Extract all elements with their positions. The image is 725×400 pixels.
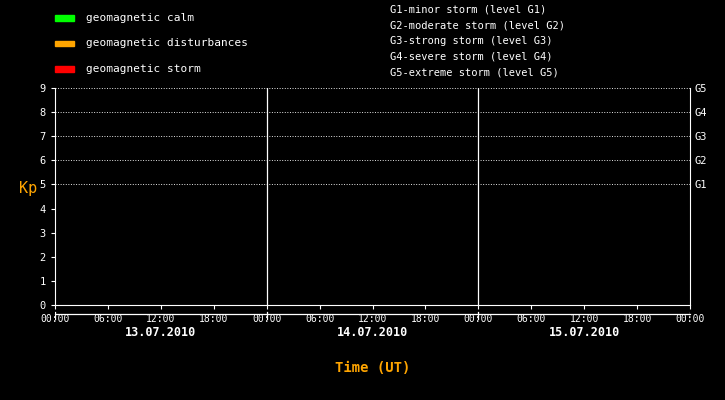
- Text: Time (UT): Time (UT): [335, 362, 410, 376]
- Text: 15.07.2010: 15.07.2010: [549, 326, 620, 338]
- Text: geomagnetic calm: geomagnetic calm: [86, 13, 194, 23]
- Text: G4-severe storm (level G4): G4-severe storm (level G4): [390, 52, 552, 62]
- Text: 14.07.2010: 14.07.2010: [337, 326, 408, 338]
- Text: G3-strong storm (level G3): G3-strong storm (level G3): [390, 36, 552, 46]
- Bar: [55, 66, 74, 72]
- Text: 13.07.2010: 13.07.2010: [125, 326, 196, 338]
- Y-axis label: Kp: Kp: [20, 182, 38, 196]
- Text: geomagnetic storm: geomagnetic storm: [86, 64, 201, 74]
- Bar: [55, 41, 74, 46]
- Bar: [55, 15, 74, 20]
- Text: G1-minor storm (level G1): G1-minor storm (level G1): [390, 5, 546, 15]
- Text: G5-extreme storm (level G5): G5-extreme storm (level G5): [390, 67, 559, 77]
- Text: geomagnetic disturbances: geomagnetic disturbances: [86, 38, 248, 48]
- Text: G2-moderate storm (level G2): G2-moderate storm (level G2): [390, 20, 565, 30]
